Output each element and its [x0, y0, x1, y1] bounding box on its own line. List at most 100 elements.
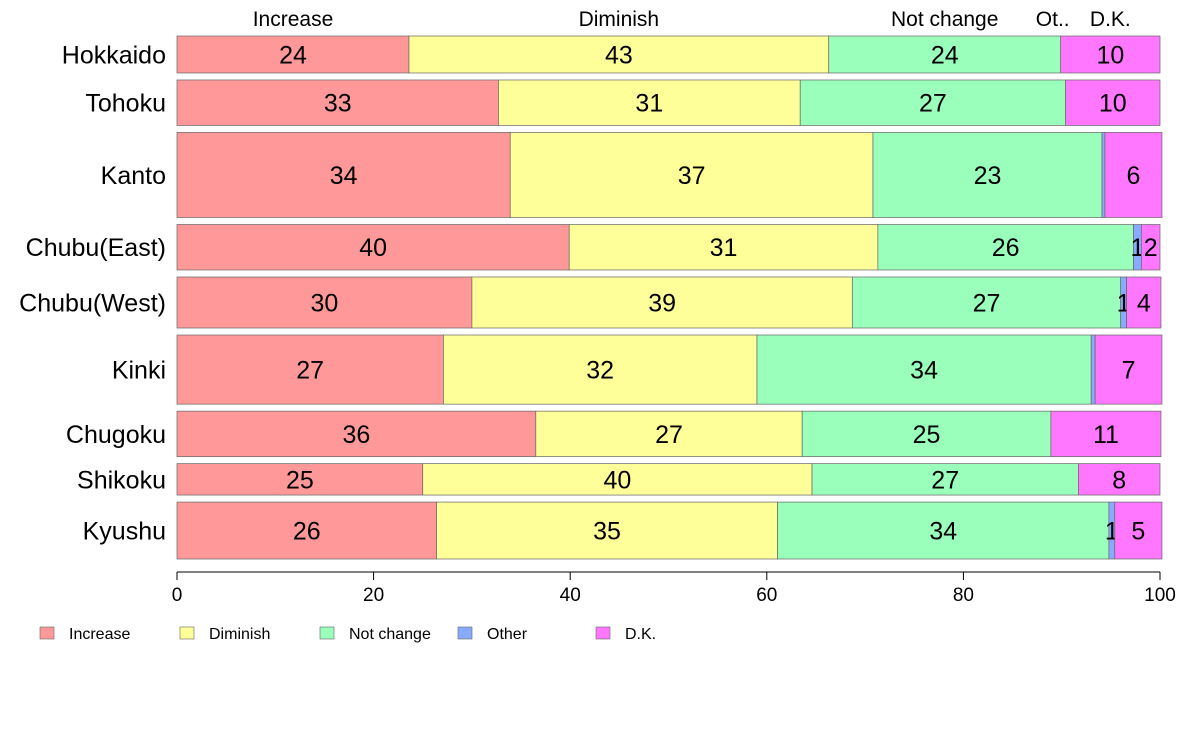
bar-segment-diminish	[568, 224, 879, 271]
bar-segment-d-k	[1078, 463, 1161, 496]
bar-segment-not-change	[801, 410, 1052, 457]
data-label: 25	[913, 421, 941, 449]
legend-item-d-k: D.K.	[595, 626, 656, 643]
category-label: Chugoku	[66, 421, 166, 449]
x-tick-label: 100	[1144, 585, 1176, 606]
data-label: 34	[330, 162, 358, 190]
bar-segment-increase	[176, 410, 537, 457]
bar-row-shikoku: Shikoku 25 40 27 8	[77, 463, 1161, 496]
legend-swatch	[39, 626, 55, 640]
x-tick-label: 80	[953, 585, 974, 606]
bar-segment-other	[1101, 132, 1106, 218]
data-label: 27	[973, 289, 1001, 317]
x-axis: 0 20 40 60 80 100	[172, 571, 1176, 606]
bar-segment-d-k	[1104, 132, 1163, 218]
top-label-ot: Ot..	[1036, 8, 1070, 31]
bar-segment-d-k	[1126, 276, 1162, 329]
bar-segment-diminish	[535, 410, 803, 457]
data-label: 4	[1137, 289, 1151, 317]
x-tick-label: 40	[560, 585, 581, 606]
legend-label: Increase	[69, 626, 130, 643]
bar-segment-d-k	[1140, 224, 1161, 271]
legend-item-increase: Increase	[39, 626, 130, 643]
bar-segment-not-change	[777, 501, 1110, 560]
data-label: 40	[359, 234, 387, 262]
bar-segment-other	[1090, 334, 1096, 405]
legend-label: D.K.	[625, 626, 656, 643]
data-label: 23	[974, 162, 1002, 190]
bar-segment-not-change	[877, 224, 1134, 271]
data-label: 36	[342, 421, 370, 449]
bar-segment-increase	[176, 79, 499, 126]
legend-swatch	[179, 626, 195, 640]
legend-item-diminish: Diminish	[179, 626, 270, 643]
category-label: Chubu(East)	[26, 234, 166, 262]
data-label: 26	[293, 518, 321, 546]
category-label: Kinki	[112, 357, 166, 385]
bar-segment-diminish	[436, 501, 778, 560]
data-label: 27	[931, 466, 959, 494]
bar-row-kinki: Kinki 27 32 34 7	[112, 334, 1163, 405]
data-label: 39	[648, 289, 676, 317]
data-label: 8	[1112, 466, 1126, 494]
data-label: 2	[1144, 234, 1158, 262]
category-label: Chubu(West)	[19, 289, 166, 317]
data-label: 10	[1099, 90, 1127, 118]
bar-segment-d-k	[1065, 79, 1161, 126]
bar-segment-not-change	[828, 35, 1062, 74]
bar-segment-diminish	[422, 463, 813, 496]
data-label: 27	[919, 90, 947, 118]
category-label: Shikoku	[77, 466, 166, 494]
bar-row-chubu-west: Chubu(West) 30 39 27 1 4	[19, 276, 1162, 329]
top-label-increase: Increase	[253, 8, 334, 31]
bar-segment-d-k	[1114, 501, 1163, 560]
x-tick-label: 0	[172, 585, 183, 606]
data-label: 35	[593, 518, 621, 546]
bar-segment-increase	[176, 224, 570, 271]
top-category-labels: Increase Diminish Not change Ot.. D.K.	[253, 8, 1131, 31]
legend-item-other: Other	[457, 626, 528, 643]
bar-segment-increase	[176, 35, 410, 74]
top-label-not-change: Not change	[891, 8, 998, 31]
bar-segment-increase	[176, 276, 473, 329]
data-label: 34	[910, 357, 938, 385]
category-label: Tohoku	[85, 90, 166, 118]
legend-swatch	[595, 626, 611, 640]
legend-swatch	[319, 626, 335, 640]
top-label-diminish: Diminish	[579, 8, 660, 31]
data-label: 31	[710, 234, 738, 262]
bar-segment-d-k	[1060, 35, 1161, 74]
bar-segment-increase	[176, 463, 424, 496]
bar-segment-increase	[176, 334, 444, 405]
bar-segment-not-change	[811, 463, 1079, 496]
data-label: 5	[1131, 518, 1145, 546]
data-label: 43	[605, 41, 633, 69]
category-label: Kyushu	[83, 518, 166, 546]
legend-item-not-change: Not change	[319, 626, 431, 643]
data-label: 1	[1130, 234, 1144, 262]
data-label: 24	[931, 41, 959, 69]
legend: Increase Diminish Not change Other D.K.	[39, 626, 656, 643]
bar-segment-d-k	[1050, 410, 1162, 457]
bar-segment-diminish	[509, 132, 874, 218]
legend-label: Not change	[349, 626, 431, 643]
bar-row-chubu-east: Chubu(East) 40 31 26 1 2	[26, 224, 1161, 271]
data-label: 7	[1122, 357, 1136, 385]
bar-segment-increase	[176, 501, 437, 560]
bar-segment-increase	[176, 132, 511, 218]
data-label: 25	[286, 466, 314, 494]
bar-segment-diminish	[498, 79, 801, 126]
legend-swatch	[457, 626, 473, 640]
data-label: 6	[1127, 162, 1141, 190]
bar-segment-diminish	[408, 35, 830, 74]
data-label: 31	[635, 90, 663, 118]
data-label: 30	[311, 289, 339, 317]
category-label: Hokkaido	[62, 41, 166, 69]
data-label: 27	[296, 357, 324, 385]
x-tick-label: 20	[363, 585, 384, 606]
bar-row-hokkaido: Hokkaido 24 43 24 10	[62, 35, 1161, 74]
legend-label: Diminish	[209, 626, 270, 643]
bar-segment-not-change	[799, 79, 1066, 126]
